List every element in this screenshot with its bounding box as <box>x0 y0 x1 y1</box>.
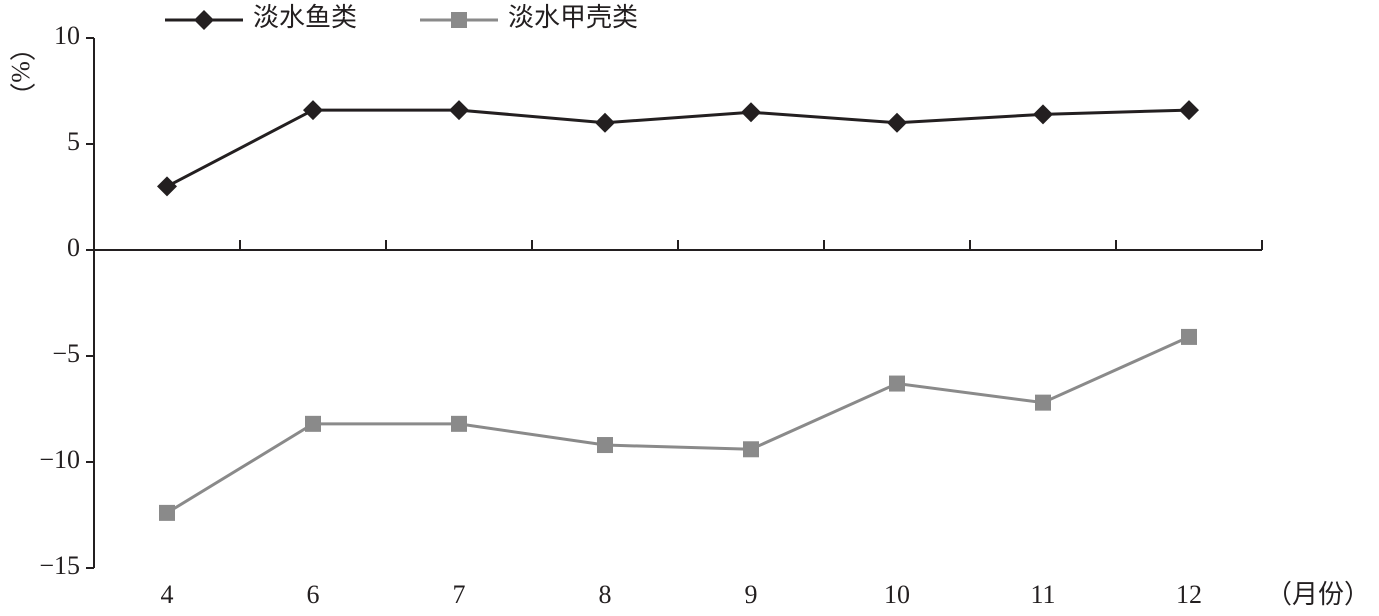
marker <box>1035 394 1051 411</box>
legend-label: 淡水甲壳类 <box>508 3 638 32</box>
y-tick-label: −10 <box>39 445 80 474</box>
marker <box>889 375 905 392</box>
x-tick-label: 6 <box>307 580 320 609</box>
series-line <box>166 108 1190 188</box>
legend-marker <box>451 12 467 28</box>
y-tick-label: 5 <box>67 127 80 156</box>
series-line <box>166 335 1190 515</box>
marker <box>1181 328 1197 345</box>
y-tick-label: −15 <box>39 551 80 580</box>
x-tick-label: 8 <box>599 580 612 609</box>
marker <box>451 415 467 432</box>
marker <box>303 100 323 121</box>
y-tick-label: 0 <box>67 233 80 262</box>
marker <box>597 437 613 454</box>
marker <box>159 504 175 521</box>
x-axis-label: （月份） <box>1266 580 1370 609</box>
marker <box>305 415 321 432</box>
marker <box>1033 104 1053 125</box>
legend-label: 淡水鱼类 <box>253 3 357 32</box>
x-tick-label: 11 <box>1030 580 1055 609</box>
marker <box>741 102 761 123</box>
marker <box>1179 100 1199 121</box>
marker <box>887 112 907 133</box>
x-tick-label: 4 <box>161 580 174 609</box>
marker <box>743 441 759 458</box>
marker <box>157 176 177 197</box>
y-tick-label: −5 <box>52 339 80 368</box>
marker <box>449 100 469 121</box>
x-tick-label: 12 <box>1176 580 1202 609</box>
y-axis-label: （%） <box>6 35 35 109</box>
x-tick-label: 10 <box>884 580 910 609</box>
marker <box>595 112 615 133</box>
y-tick-label: 10 <box>54 21 80 50</box>
x-tick-label: 7 <box>453 580 466 609</box>
legend-marker <box>194 10 214 30</box>
x-tick-label: 9 <box>745 580 758 609</box>
